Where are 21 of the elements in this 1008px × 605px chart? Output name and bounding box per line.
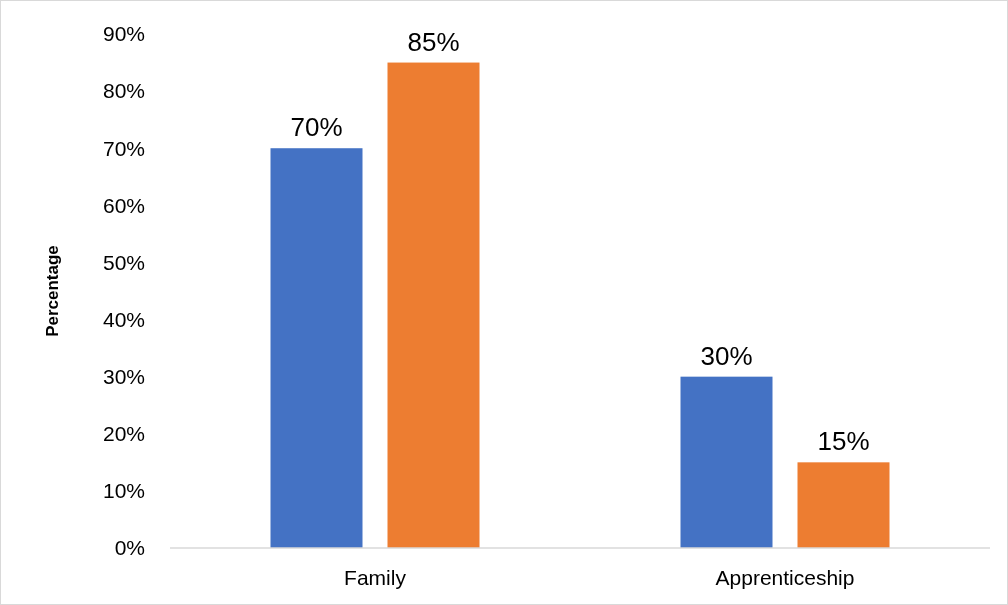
y-tick-label: 90% [102, 22, 145, 46]
bar [680, 376, 773, 548]
y-tick-label: 20% [102, 422, 145, 446]
y-tick-label: 40% [102, 307, 145, 331]
x-tick-label: Apprenticeship [715, 566, 855, 589]
data-label: 85% [407, 26, 460, 57]
bar [387, 62, 480, 548]
y-tick-label: 60% [102, 193, 145, 217]
y-tick-label: 80% [102, 79, 145, 103]
y-tick-label: 50% [102, 250, 145, 274]
y-tick-label: 70% [102, 136, 145, 160]
data-label: 30% [700, 340, 753, 371]
y-tick-label: 30% [102, 365, 145, 389]
y-axis-title: Percentage [43, 245, 62, 337]
y-tick-label: 0% [114, 536, 145, 560]
data-label: 70% [290, 112, 343, 143]
bar [797, 462, 890, 548]
y-tick-label: 10% [102, 479, 145, 503]
bar [270, 148, 363, 548]
x-tick-label: Family [344, 566, 407, 589]
data-label: 15% [817, 426, 870, 457]
